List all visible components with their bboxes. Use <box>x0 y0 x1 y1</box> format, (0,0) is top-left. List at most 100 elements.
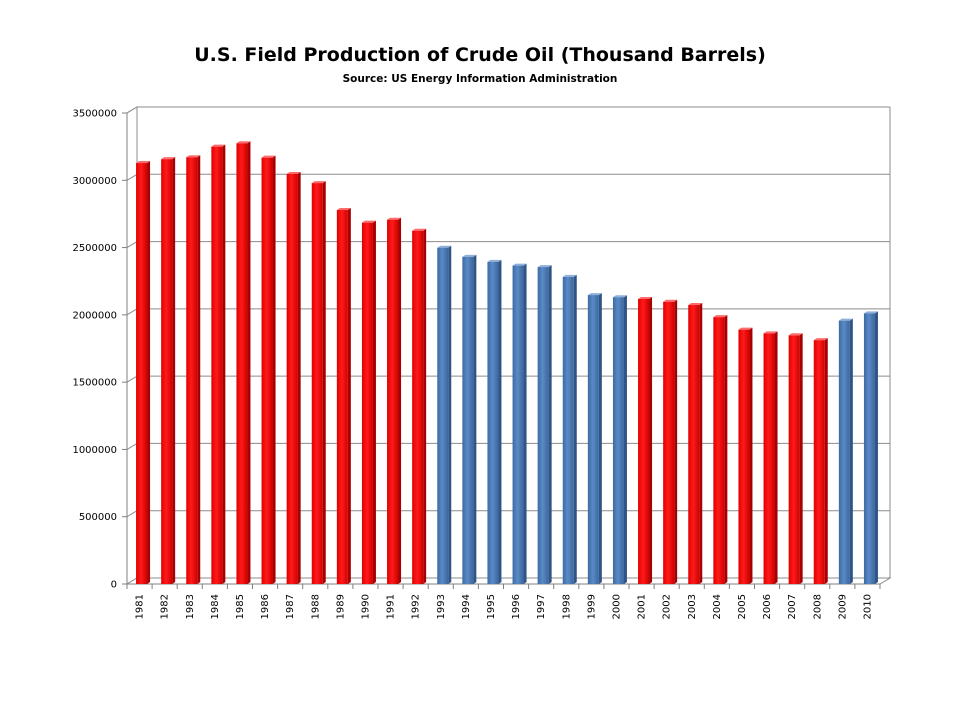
bar-front <box>186 157 198 585</box>
side-wall <box>126 106 138 585</box>
bar-side <box>573 274 577 584</box>
bar-side <box>147 161 151 584</box>
bar <box>487 259 502 584</box>
bar-top <box>738 327 753 330</box>
bar-front <box>236 143 248 584</box>
x-tick-label: 1992 <box>411 594 422 619</box>
bar <box>136 161 151 584</box>
bar-side <box>598 293 602 584</box>
x-tick-label: 2004 <box>712 594 723 619</box>
bar-side <box>724 315 728 584</box>
bar-top <box>236 141 251 144</box>
bar-side <box>749 327 753 584</box>
x-tick-label: 1988 <box>310 594 321 619</box>
bar-top <box>688 303 703 306</box>
bar-front <box>361 222 373 584</box>
y-tick-label: 0 <box>111 580 117 591</box>
x-tick-label: 1986 <box>260 594 271 619</box>
bar-top <box>638 296 653 299</box>
bar <box>788 333 803 584</box>
bar-side <box>322 181 326 585</box>
y-axis-ticks: 0 500000 1000000 1500000 2000000 2500000 30000… <box>72 109 117 591</box>
y-tick-label: 2500000 <box>72 243 117 254</box>
bar-top <box>713 315 728 318</box>
bar-front <box>738 329 750 584</box>
bar-top <box>813 338 828 341</box>
bar-front <box>788 335 800 584</box>
bar-side <box>347 208 351 584</box>
bar-side <box>498 259 502 584</box>
bar-front <box>763 333 775 584</box>
y-tick-label: 2000000 <box>72 310 117 321</box>
x-tick-label: 1996 <box>511 594 522 619</box>
bar-top <box>311 181 326 184</box>
x-tick-label: 2005 <box>737 594 748 619</box>
x-tick-label: 1982 <box>160 594 171 619</box>
bar-side <box>372 220 376 584</box>
x-tick-label: 1990 <box>360 594 371 619</box>
bar <box>387 217 402 584</box>
bar <box>236 141 251 584</box>
bar <box>412 228 427 584</box>
bar-top <box>136 161 151 164</box>
y-tick-label: 1000000 <box>72 445 117 456</box>
bar-front <box>437 247 449 584</box>
chart-subtitle: Source: US Energy Information Administra… <box>342 73 618 85</box>
x-tick-label: 2009 <box>837 594 848 619</box>
bar-side <box>548 265 552 584</box>
axes <box>122 112 881 589</box>
bar <box>763 331 778 584</box>
x-tick-label: 1987 <box>285 594 296 619</box>
x-tick-label: 2000 <box>611 594 622 619</box>
x-tick-label: 1981 <box>135 594 146 619</box>
bar-front <box>261 157 273 584</box>
bar-side <box>297 171 301 584</box>
bar-side <box>699 303 703 584</box>
bar <box>161 157 176 584</box>
x-tick-label: 1995 <box>486 594 497 619</box>
gridline-diagonal <box>126 442 138 450</box>
bar-front <box>387 219 399 584</box>
bar-front <box>136 163 148 584</box>
gridline-diagonal <box>126 173 138 181</box>
bar-side <box>824 338 828 584</box>
x-tick-label: 1998 <box>561 594 572 619</box>
bar-front <box>863 313 875 584</box>
bar-side <box>674 299 678 584</box>
bar-top <box>261 155 276 158</box>
x-tick-label: 2002 <box>662 594 673 619</box>
bar <box>186 155 201 585</box>
bar <box>688 303 703 584</box>
bar-side <box>448 245 452 584</box>
bar <box>336 208 351 584</box>
bar <box>587 293 602 584</box>
bar <box>738 327 753 584</box>
bar-front <box>612 297 624 584</box>
bar <box>713 315 728 584</box>
bar-top <box>161 157 176 160</box>
bar-top <box>437 245 452 248</box>
bar-front <box>336 210 348 584</box>
bar-side <box>172 157 176 584</box>
x-tick-label: 1994 <box>461 594 472 619</box>
y-tick-label: 500000 <box>79 512 117 523</box>
bars <box>136 141 878 585</box>
bar-top <box>412 228 427 231</box>
bar-top <box>537 265 552 268</box>
bar-front <box>537 267 549 584</box>
bar-front <box>713 317 725 584</box>
bar <box>638 296 653 584</box>
bar-front <box>838 320 850 584</box>
bar-top <box>336 208 351 211</box>
bar-front <box>211 146 223 584</box>
bar-front <box>512 265 524 584</box>
bar-front <box>638 298 650 584</box>
bar <box>261 155 276 584</box>
bar-side <box>849 318 853 584</box>
bar-top <box>286 171 301 174</box>
bar-top <box>838 318 853 321</box>
bar-front <box>462 256 474 584</box>
gridline-diagonal <box>126 241 138 249</box>
bar-side <box>799 333 803 584</box>
